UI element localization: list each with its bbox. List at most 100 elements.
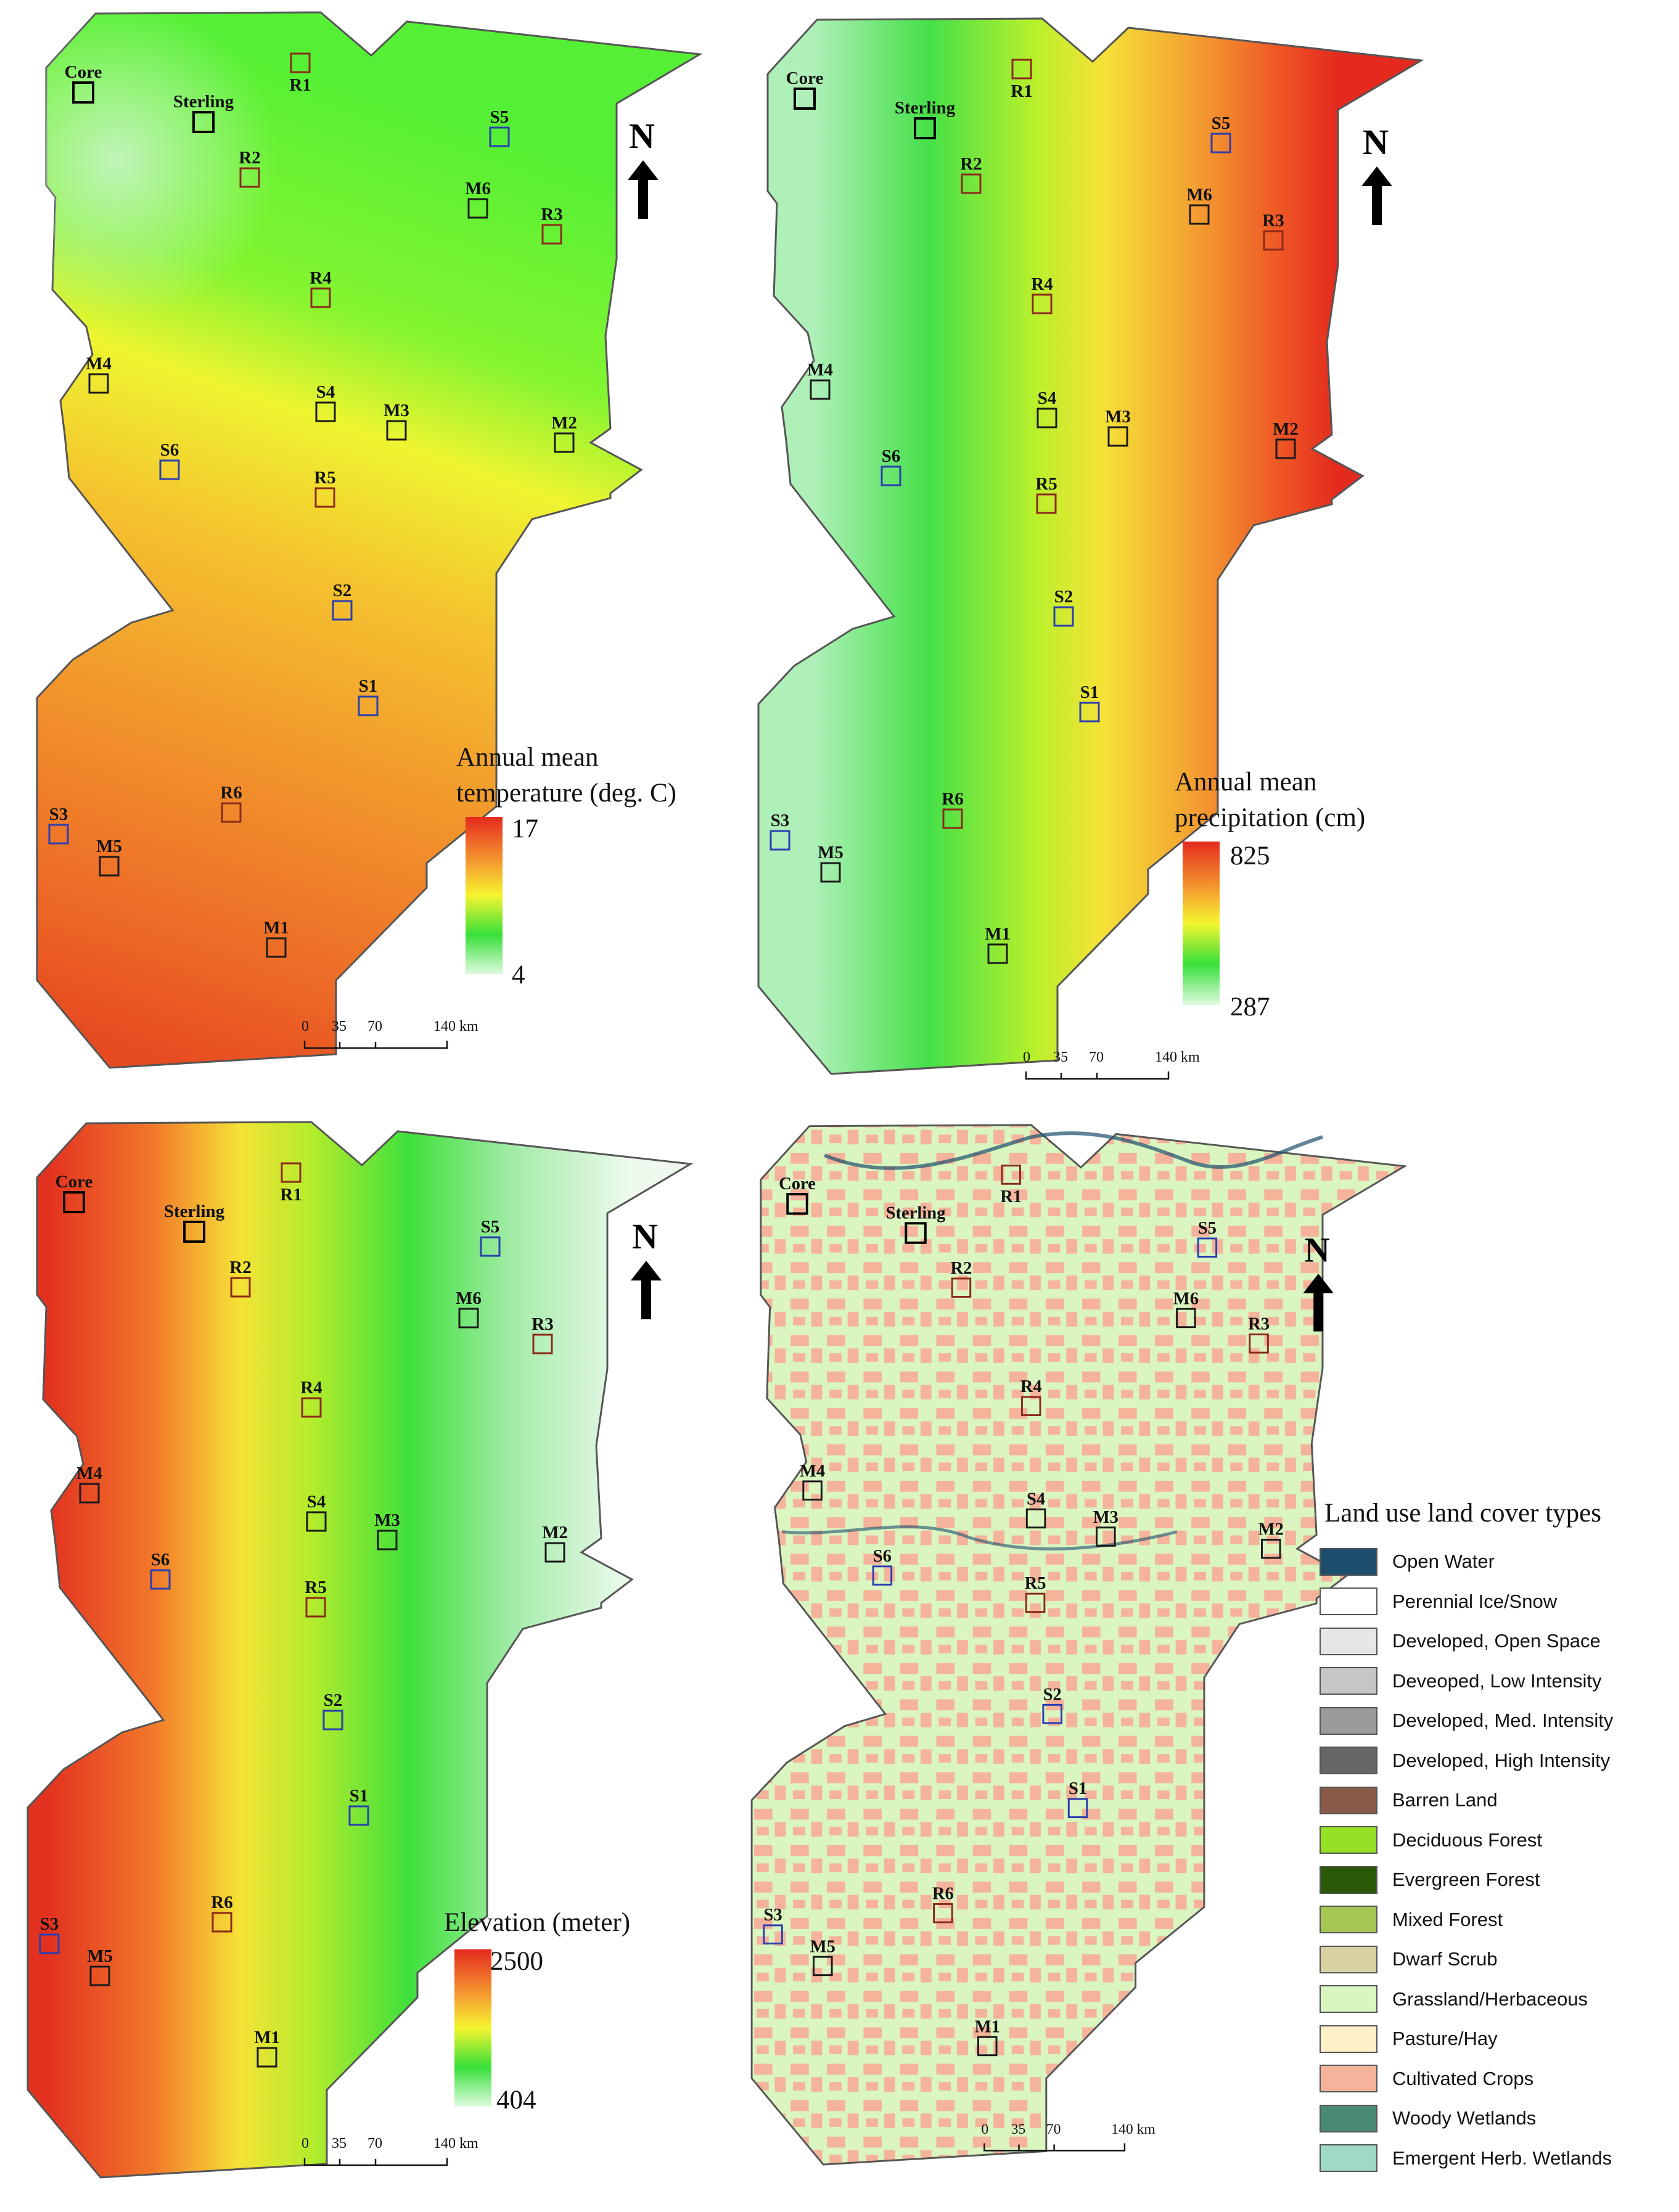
land-cover-label: Emergent Herb. Wetlands	[1392, 2147, 1612, 2169]
land-cover-swatch	[1320, 1667, 1377, 1695]
site-marker-r6	[211, 1912, 232, 1933]
site-label-m4: M4	[800, 1462, 825, 1481]
landcover-scale-bar: 0 35 70 140 km	[981, 2121, 1156, 2152]
site-marker-m5	[813, 1956, 833, 1976]
site-marker-r5	[305, 1597, 326, 1618]
site-label-r1: R1	[1011, 81, 1032, 101]
precipitation-title-line-1: Annual mean	[1175, 768, 1316, 797]
site-marker-m6	[458, 1308, 479, 1329]
site-label-m3: M3	[374, 1510, 400, 1530]
site-marker-s6	[872, 1565, 893, 1586]
site-label-r5: R5	[314, 468, 335, 488]
precipitation-ramp-max: 825	[1230, 842, 1270, 870]
land-cover-legend: Land use land cover types Open Water Pere…	[1320, 1498, 1679, 2178]
site-label-r2: R2	[950, 1259, 972, 1278]
site-marker-m2	[554, 432, 575, 453]
scale-label-140: 140 km	[1111, 2121, 1156, 2137]
temperature-color-ramp	[466, 817, 503, 974]
site-marker-s3	[770, 830, 790, 851]
scale-label-35: 35	[1053, 1049, 1068, 1065]
site-label-s2: S2	[333, 581, 352, 600]
land-cover-label: Pasture/Hay	[1392, 2028, 1498, 2050]
temperature-sites: Core Sterling R1 R2 R3 R4 R5 R6 S1 S2 S3 S4 S5 S6 M1 M2…	[48, 52, 577, 958]
site-marker-s4	[315, 401, 336, 422]
elevation-sites: Core Sterling R1 R2 R3 R4 R5 R6 S1 S2 S3 S4 S5 S6 M1 M2…	[39, 1162, 568, 2068]
site-marker-r2	[239, 167, 260, 188]
site-label-core: Core	[786, 68, 824, 88]
land-cover-legend-item: Barren Land	[1320, 1780, 1679, 1821]
site-label-s2: S2	[1043, 1685, 1062, 1704]
land-cover-legend-items: Open Water Perennial Ice/Snow Developed, O…	[1320, 1542, 1679, 2178]
site-label-core: Core	[65, 62, 102, 82]
precipitation-raster	[757, 17, 1422, 1075]
site-label-m4: M4	[807, 360, 833, 380]
site-label-m4: M4	[86, 354, 112, 374]
site-marker-s1	[358, 695, 379, 716]
site-label-m6: M6	[1186, 185, 1212, 205]
land-cover-swatch	[1320, 1826, 1377, 1854]
site-label-s5: S5	[481, 1217, 500, 1237]
site-marker-s5	[1210, 133, 1231, 154]
precipitation-title-line-2: precipitation (cm)	[1175, 803, 1365, 832]
site-marker-m2	[544, 1542, 565, 1563]
site-label-r4: R4	[300, 1378, 322, 1398]
temperature-ramp-max: 17	[512, 814, 538, 843]
land-cover-label: Developed, High Intensity	[1392, 1749, 1611, 1771]
site-marker-m1	[977, 2036, 998, 2057]
elevation-ramp-min: 404	[496, 2086, 536, 2115]
land-cover-label: Developed, Med. Intensity	[1392, 1710, 1614, 1732]
site-label-s1: S1	[359, 676, 378, 696]
north-arrow-icon	[631, 1261, 662, 1319]
site-label-r3: R3	[541, 205, 562, 224]
site-label-m5: M5	[810, 1937, 835, 1956]
site-label-s6: S6	[151, 1550, 170, 1570]
land-cover-label: Deciduous Forest	[1392, 1829, 1542, 1851]
site-marker-r5	[314, 487, 335, 508]
scale-label-35: 35	[332, 2136, 347, 2152]
site-marker-m4	[79, 1483, 100, 1504]
site-marker-m6	[467, 198, 488, 219]
site-label-sterling: Sterling	[895, 98, 956, 118]
land-cover-legend-item: Developed, Open Space	[1320, 1621, 1679, 1661]
temperature-scale-bar: 0 35 70 140 km	[302, 1018, 478, 1049]
site-marker-core	[63, 1191, 85, 1213]
elevation-north-arrow: N	[631, 1216, 662, 1319]
site-marker-s6	[150, 1569, 171, 1590]
site-label-m1: M1	[985, 924, 1011, 944]
land-cover-legend-item: Perennial Ice/Snow	[1320, 1582, 1679, 1622]
land-cover-label: Perennial Ice/Snow	[1392, 1590, 1558, 1612]
site-marker-r4	[301, 1397, 322, 1418]
scale-label-70: 70	[367, 1018, 382, 1034]
site-label-r3: R3	[1248, 1315, 1270, 1334]
site-label-r2: R2	[239, 148, 260, 168]
land-cover-label: Mixed Forest	[1392, 1908, 1503, 1930]
site-marker-sterling	[192, 111, 215, 133]
site-marker-r1	[1001, 1165, 1021, 1185]
land-cover-label: Evergreen Forest	[1392, 1869, 1540, 1891]
site-label-sterling: Sterling	[173, 92, 234, 112]
scale-label-35: 35	[332, 1018, 347, 1034]
site-label-r4: R4	[310, 268, 331, 288]
site-marker-s2	[322, 1710, 343, 1731]
land-cover-legend-item: Developed, High Intensity	[1320, 1741, 1679, 1781]
site-marker-m1	[987, 943, 1008, 964]
site-marker-m1	[257, 2047, 277, 2068]
temperature-title-line-1: Annual mean	[456, 743, 598, 772]
north-label: N	[632, 1216, 658, 1256]
precipitation-scale-bar: 0 35 70 140 km	[1023, 1049, 1200, 1080]
temperature-north-arrow: N	[628, 116, 659, 219]
land-cover-swatch	[1320, 2144, 1377, 2173]
site-marker-r3	[532, 1333, 553, 1354]
land-cover-swatch	[1320, 1747, 1377, 1775]
scale-label-70: 70	[1089, 1049, 1104, 1065]
north-label: N	[1304, 1231, 1329, 1269]
site-marker-s4	[1025, 1508, 1046, 1529]
site-marker-s2	[332, 600, 353, 621]
site-label-r5: R5	[305, 1578, 326, 1597]
land-cover-label: Deveoped, Low Intensity	[1392, 1669, 1602, 1692]
site-label-m2: M2	[1258, 1520, 1284, 1539]
precipitation-sites: Core Sterling R1 R2 R3 R4 R5 R6 S1 S2 S3 S4 S5 S6 M1 M2…	[770, 59, 1299, 964]
site-marker-r3	[541, 224, 562, 245]
scale-label-0: 0	[302, 1018, 309, 1034]
site-label-m3: M3	[1105, 407, 1131, 427]
